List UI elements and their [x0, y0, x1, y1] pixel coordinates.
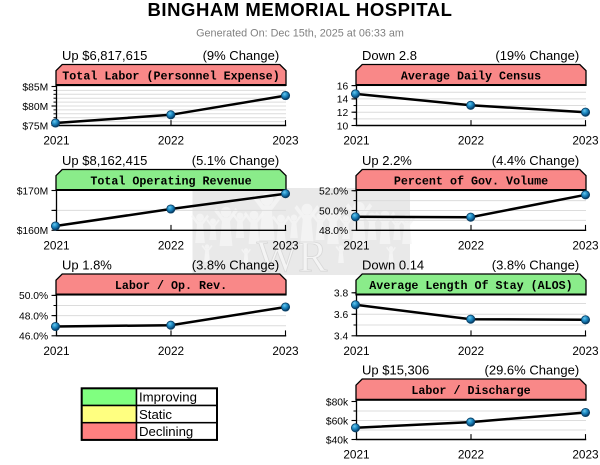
svg-text:Total Labor (Personnel Expense: Total Labor (Personnel Expense) [62, 70, 279, 84]
svg-text:(5.1% Change): (5.1% Change) [192, 153, 279, 168]
svg-text:Generated On: Dec 15th, 2025 a: Generated On: Dec 15th, 2025 at 06:33 am [196, 28, 404, 40]
svg-text:Improving: Improving [139, 390, 197, 405]
svg-text:Up 1.8%: Up 1.8% [62, 257, 112, 272]
svg-text:(29.6% Change): (29.6% Change) [485, 362, 580, 377]
svg-text:Up 2.2%: Up 2.2% [362, 153, 412, 168]
svg-text:2021: 2021 [343, 134, 369, 148]
svg-text:2023: 2023 [572, 239, 599, 253]
svg-text:2021: 2021 [343, 448, 369, 462]
svg-text:2023: 2023 [572, 134, 599, 148]
svg-text:2022: 2022 [458, 448, 484, 462]
svg-text:16: 16 [337, 81, 349, 92]
svg-text:$40k: $40k [326, 435, 349, 446]
svg-text:50.0%: 50.0% [319, 206, 348, 217]
svg-text:$80M: $80M [22, 102, 48, 113]
svg-text:2022: 2022 [158, 239, 184, 253]
svg-text:Down 0.14: Down 0.14 [362, 257, 424, 272]
svg-text:Declining: Declining [139, 424, 193, 439]
svg-text:$170M: $170M [17, 186, 48, 197]
svg-text:Percent of Gov. Volume: Percent of Gov. Volume [394, 175, 548, 189]
svg-text:Total Operating Revenue: Total Operating Revenue [90, 175, 251, 189]
svg-text:Labor / Discharge: Labor / Discharge [411, 384, 530, 398]
svg-text:48.0%: 48.0% [19, 311, 48, 322]
svg-text:12: 12 [337, 108, 349, 119]
svg-text:46.0%: 46.0% [19, 332, 48, 343]
svg-text:$75M: $75M [22, 121, 48, 132]
svg-text:3.6: 3.6 [334, 310, 349, 321]
svg-text:2023: 2023 [572, 344, 599, 358]
svg-text:(3.8% Change): (3.8% Change) [492, 257, 579, 272]
svg-text:Labor / Op. Rev.: Labor / Op. Rev. [115, 279, 227, 293]
svg-text:Average Length Of Stay (ALOS): Average Length Of Stay (ALOS) [369, 279, 572, 293]
svg-text:WR: WR [257, 232, 329, 281]
svg-text:2021: 2021 [43, 134, 69, 148]
svg-text:52.0%: 52.0% [319, 187, 348, 198]
svg-text:10: 10 [337, 121, 349, 132]
svg-text:2021: 2021 [343, 344, 369, 358]
svg-text:(4.4% Change): (4.4% Change) [492, 153, 579, 168]
svg-text:Up $8,162,415: Up $8,162,415 [62, 153, 147, 168]
svg-text:$80k: $80k [326, 397, 349, 408]
svg-text:2022: 2022 [458, 134, 484, 148]
svg-text:(3.8% Change): (3.8% Change) [192, 257, 279, 272]
svg-text:2021: 2021 [43, 239, 69, 253]
svg-text:Static: Static [139, 407, 172, 422]
svg-text:BINGHAM MEMORIAL HOSPITAL: BINGHAM MEMORIAL HOSPITAL [148, 0, 453, 20]
svg-text:48.0%: 48.0% [319, 226, 348, 237]
svg-text:2022: 2022 [458, 239, 484, 253]
svg-text:2023: 2023 [572, 448, 599, 462]
svg-text:2022: 2022 [158, 134, 184, 148]
svg-text:$85M: $85M [22, 82, 48, 93]
svg-text:2022: 2022 [458, 344, 484, 358]
svg-text:$60k: $60k [326, 416, 349, 427]
svg-text:2021: 2021 [43, 344, 69, 358]
svg-text:2022: 2022 [158, 344, 184, 358]
svg-text:3.4: 3.4 [334, 332, 349, 343]
svg-text:14: 14 [337, 95, 349, 106]
svg-text:2023: 2023 [272, 239, 299, 253]
svg-text:Down 2.8: Down 2.8 [362, 48, 417, 63]
svg-text:50.0%: 50.0% [19, 291, 48, 302]
svg-text:2021: 2021 [343, 239, 369, 253]
svg-text:(19% Change): (19% Change) [495, 48, 579, 63]
svg-text:Average Daily Census: Average Daily Census [401, 70, 541, 84]
svg-text:(9% Change): (9% Change) [203, 48, 280, 63]
svg-text:2023: 2023 [272, 134, 299, 148]
svg-text:$160M: $160M [17, 226, 48, 237]
svg-text:Up $6,817,615: Up $6,817,615 [62, 48, 147, 63]
svg-text:Up $15,306: Up $15,306 [362, 362, 429, 377]
svg-text:3.8: 3.8 [334, 289, 349, 300]
svg-text:2023: 2023 [272, 344, 299, 358]
